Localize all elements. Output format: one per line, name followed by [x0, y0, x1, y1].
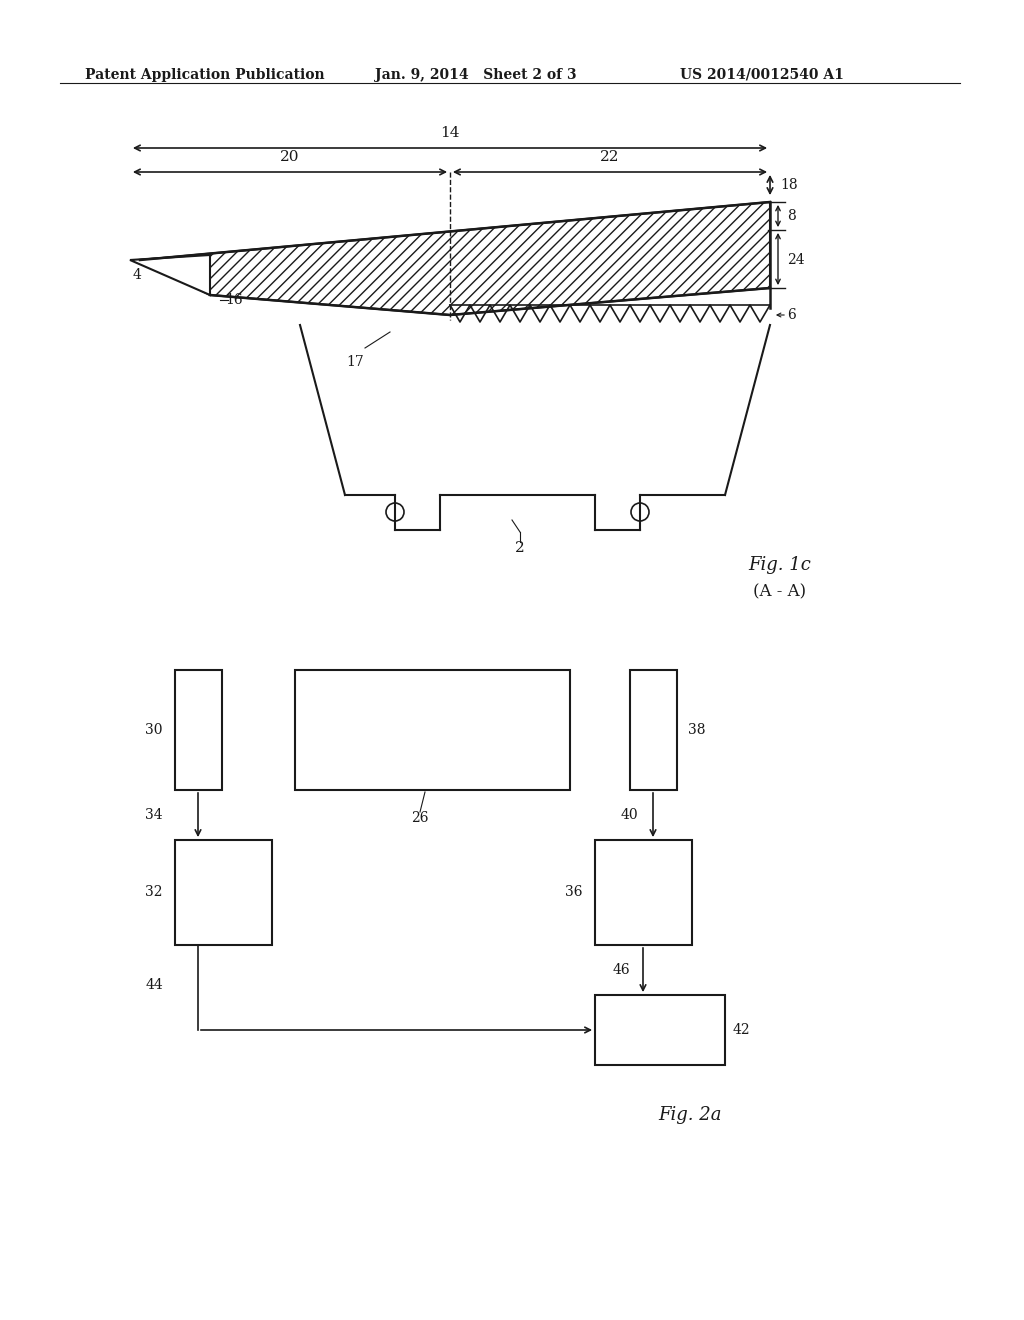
Bar	[175, 840, 272, 945]
Text: (A - A): (A - A)	[754, 583, 807, 601]
Text: Fig. 1c: Fig. 1c	[749, 556, 811, 574]
Bar	[595, 995, 725, 1065]
Text: 2: 2	[515, 541, 525, 554]
Text: 42: 42	[733, 1023, 751, 1038]
Polygon shape	[130, 255, 210, 294]
Bar	[175, 671, 222, 789]
Bar	[595, 840, 692, 945]
Text: US 2014/0012540 A1: US 2014/0012540 A1	[680, 69, 844, 82]
Text: 20: 20	[281, 150, 300, 164]
Text: 17: 17	[346, 355, 364, 370]
Text: 46: 46	[612, 964, 630, 977]
Text: Patent Application Publication: Patent Application Publication	[85, 69, 325, 82]
Polygon shape	[140, 202, 770, 315]
Bar	[295, 671, 570, 789]
Text: 8: 8	[787, 209, 796, 223]
Text: 40: 40	[621, 808, 638, 822]
Text: 18: 18	[780, 178, 798, 191]
Text: 44: 44	[145, 978, 163, 993]
Text: Fig. 2a: Fig. 2a	[658, 1106, 722, 1125]
Text: 14: 14	[440, 125, 460, 140]
Bar	[630, 671, 677, 789]
Text: 30: 30	[145, 723, 163, 737]
Text: 6: 6	[787, 308, 796, 322]
Text: Jan. 9, 2014   Sheet 2 of 3: Jan. 9, 2014 Sheet 2 of 3	[375, 69, 577, 82]
Text: 22: 22	[600, 150, 620, 164]
Text: 38: 38	[688, 723, 706, 737]
Text: 16: 16	[225, 293, 243, 308]
Text: 4: 4	[133, 268, 142, 282]
Text: 24: 24	[787, 253, 805, 267]
Text: 32: 32	[145, 884, 163, 899]
Text: 26: 26	[412, 810, 429, 825]
Text: 34: 34	[145, 808, 163, 822]
Text: 36: 36	[565, 884, 583, 899]
